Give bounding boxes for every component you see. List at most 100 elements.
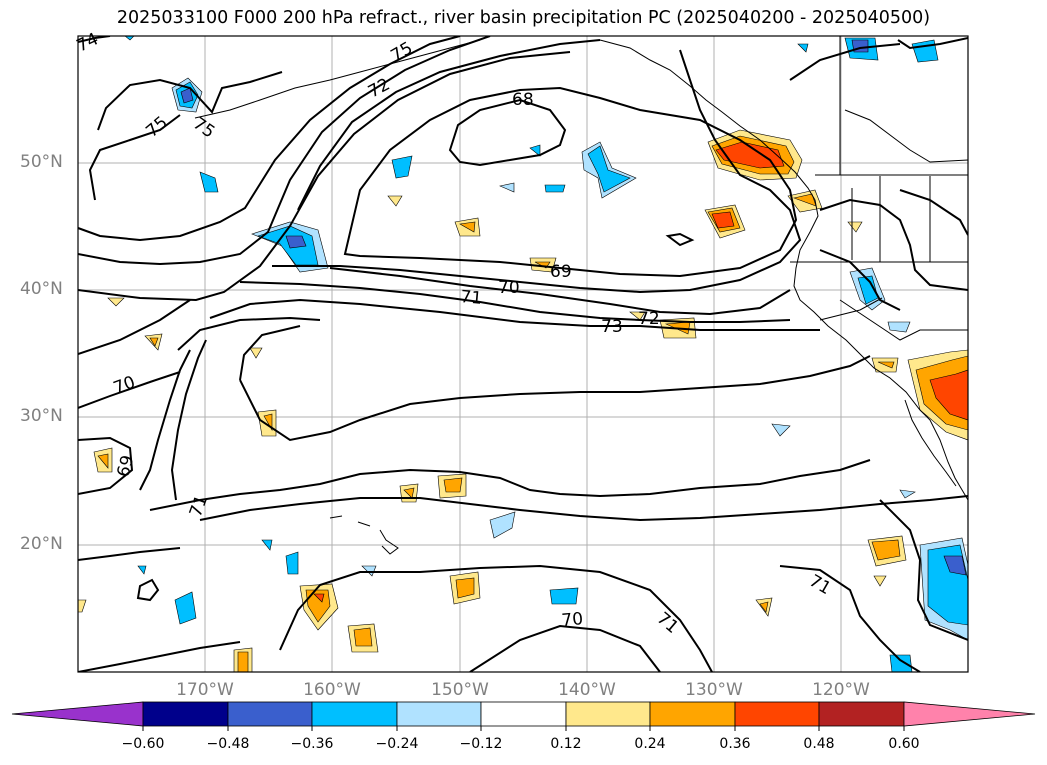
colorbar-tick-label: −0.12 (459, 736, 503, 752)
patch-neg (199, 171, 219, 193)
colorbar (11, 701, 1036, 727)
contour-label: 75 (142, 113, 171, 142)
colorbar-tick-label: 0.36 (719, 736, 751, 752)
lon-label: 140°W (558, 680, 616, 700)
lat-label: 40°N (20, 279, 63, 299)
patch-pos (711, 211, 735, 229)
contour-label: 72 (638, 309, 660, 329)
patch-pos (313, 593, 325, 603)
colorbar-tick-label: −0.60 (121, 736, 165, 752)
colorbar-tick-label: 0.24 (634, 736, 666, 752)
patch-neg (549, 587, 579, 605)
contour-label: 75 (189, 114, 218, 143)
colorbar-tick-label: 0.60 (888, 736, 920, 752)
colorbar-segment (311, 701, 398, 727)
patch-pos (873, 575, 887, 587)
patch-pos (78, 599, 87, 613)
lon-label: 120°W (812, 680, 870, 700)
lat-label: 30°N (20, 406, 63, 426)
patch-pos (759, 601, 769, 613)
patch-neg (544, 184, 566, 193)
contours (78, 36, 968, 672)
colorbar-extend-left (11, 701, 144, 727)
colorbar-tick-label: −0.48 (206, 736, 250, 752)
patch-pos (237, 651, 249, 672)
lon-label: 150°W (431, 680, 489, 700)
lat-label: 50°N (20, 152, 63, 172)
patch-neg (489, 511, 516, 539)
colorbar-extend-right (903, 701, 1036, 727)
patch-pos (629, 311, 646, 321)
patch-neg (285, 551, 299, 575)
colorbar-ticks (142, 726, 905, 731)
colorbar-segment (142, 701, 229, 727)
coastlines (194, 36, 968, 555)
patch-pos (387, 195, 403, 207)
patch-pos (403, 487, 415, 499)
patch-pos (871, 539, 901, 561)
lon-label: 170°W (176, 680, 234, 700)
patch-neg (943, 555, 967, 576)
patch-pos (353, 627, 373, 647)
map-frame (77, 35, 969, 673)
contour-label: 69 (114, 453, 139, 479)
colorbar-segment (480, 701, 567, 727)
colorbar-tick-label: −0.24 (375, 736, 419, 752)
patch-pos (877, 361, 895, 369)
lon-label: 160°W (303, 680, 361, 700)
patch-neg (887, 321, 911, 333)
map-title: 2025033100 F000 200 hPa refract., river … (116, 8, 931, 28)
colorbar-segment (227, 701, 313, 727)
lat-label: 20°N (20, 534, 63, 554)
contour-label: 70 (561, 609, 584, 631)
contour-label: 71 (460, 287, 483, 309)
contour-label: 70 (498, 278, 520, 298)
patch-pos (459, 221, 476, 233)
patch-neg (285, 235, 307, 249)
patch-neg (899, 489, 916, 499)
patch-neg (261, 539, 273, 551)
patch-neg (529, 144, 541, 157)
patch-neg (137, 565, 147, 575)
contour-label: 68 (512, 90, 534, 110)
patch-neg (911, 39, 939, 63)
contour-label: 69 (550, 262, 572, 282)
colorbar-segment (649, 701, 736, 727)
gridlines (78, 36, 968, 672)
patch-neg (180, 87, 194, 104)
patch-pos (149, 337, 159, 347)
colorbar-segment (734, 701, 820, 727)
patch-pos (257, 409, 277, 437)
patch-pos (443, 477, 463, 493)
colorbar-tick-label: −0.36 (290, 736, 334, 752)
colorbar-segment (565, 701, 651, 727)
contour-label: 73 (601, 317, 623, 337)
contour-label: 71 (806, 571, 835, 599)
patch-neg (889, 654, 913, 672)
patch-pos (455, 577, 475, 599)
colorbar-tick-label: 0.48 (803, 736, 835, 752)
patch-neg (587, 145, 631, 193)
patch-neg (499, 182, 515, 193)
patch-pos (97, 453, 109, 469)
patch-pos (929, 369, 968, 421)
patch-neg (124, 36, 135, 41)
colorbar-segment (818, 701, 905, 727)
precip-patches (78, 36, 968, 672)
patch-neg (174, 591, 197, 625)
colorbar-tick-label: 0.12 (550, 736, 582, 752)
patch-neg (771, 423, 791, 437)
lon-label: 130°W (685, 680, 743, 700)
patch-pos (107, 297, 125, 307)
contour-label: 71 (186, 493, 212, 520)
contour-label: 71 (653, 609, 682, 638)
patch-pos (305, 589, 331, 623)
patch-pos (249, 347, 263, 359)
patch-neg (797, 43, 809, 53)
patch-pos (792, 193, 817, 207)
contour-labels: 74 75 75 75 72 68 69 70 71 72 73 70 69 7… (74, 29, 835, 637)
colorbar-segment (396, 701, 482, 727)
patch-pos (847, 221, 863, 233)
patch-neg (391, 155, 413, 179)
